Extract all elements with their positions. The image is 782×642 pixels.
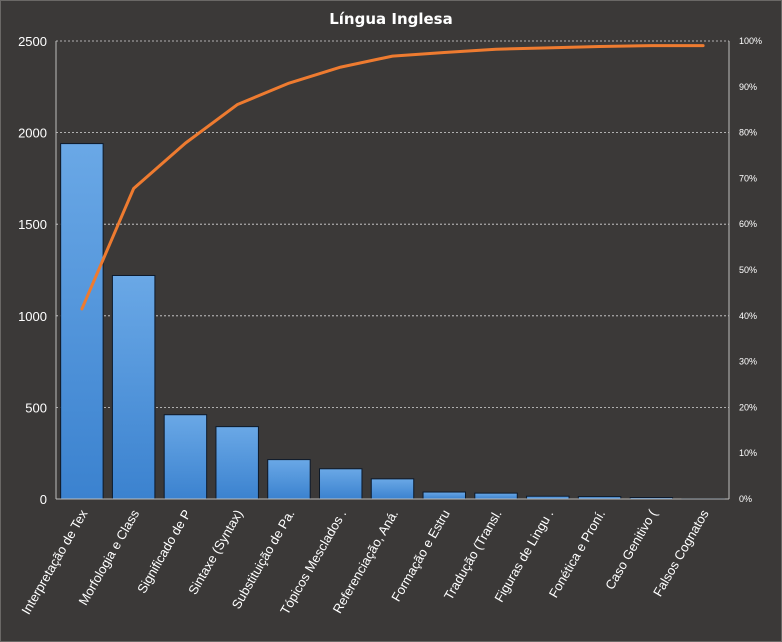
bar [215,426,259,500]
y2-tick-label: 0% [739,494,752,504]
bar [163,414,208,500]
y2-tick-label: 50% [739,265,757,275]
x-tick-label: Significado de P [134,507,194,596]
y2-tick-label: 30% [739,357,757,367]
y-tick-label: 1500 [18,217,47,232]
y-axis: 0 500 1000 1500 2000 2500 [18,34,57,507]
y2-tick-label: 100% [739,36,762,46]
bar [111,274,156,500]
y2-tick-label: 60% [739,219,757,229]
y2-tick-label: 40% [739,311,757,321]
bar [267,459,311,500]
y2-tick-label: 90% [739,82,757,92]
bar [60,143,104,500]
cumulative-line [80,44,705,311]
y2-tick-label: 70% [739,173,757,183]
x-tick-label: Caso Genitivo ( [602,506,660,592]
bar [422,491,466,500]
y2-tick-label: 80% [739,128,757,138]
y-tick-label: 2500 [18,34,47,49]
x-tick-label: Falsos Cognatos [650,507,712,599]
y2-axis: 0% 10% 20% 30% 40% 50% 60% 70% 80% 90% 100% [728,36,762,504]
y-tick-label: 1000 [18,309,47,324]
y2-tick-label: 20% [739,402,757,412]
bar [474,492,518,500]
bars [60,143,725,500]
y2-tick-label: 10% [739,448,757,458]
y-tick-label: 0 [40,492,47,507]
x-tick-label: Fonética e Proní. [546,507,608,600]
chart-title: Língua Inglesa [329,10,453,28]
y-tick-label: 2000 [18,126,47,141]
bar [319,468,363,500]
x-tick-label: Tradução (Transl. [441,507,505,603]
cumulative-line-path [80,44,705,311]
x-tick-label: Sintaxe (Syntax) [185,507,246,597]
gridlines [56,40,729,408]
y-tick-label: 500 [25,400,47,415]
bar [370,478,415,500]
